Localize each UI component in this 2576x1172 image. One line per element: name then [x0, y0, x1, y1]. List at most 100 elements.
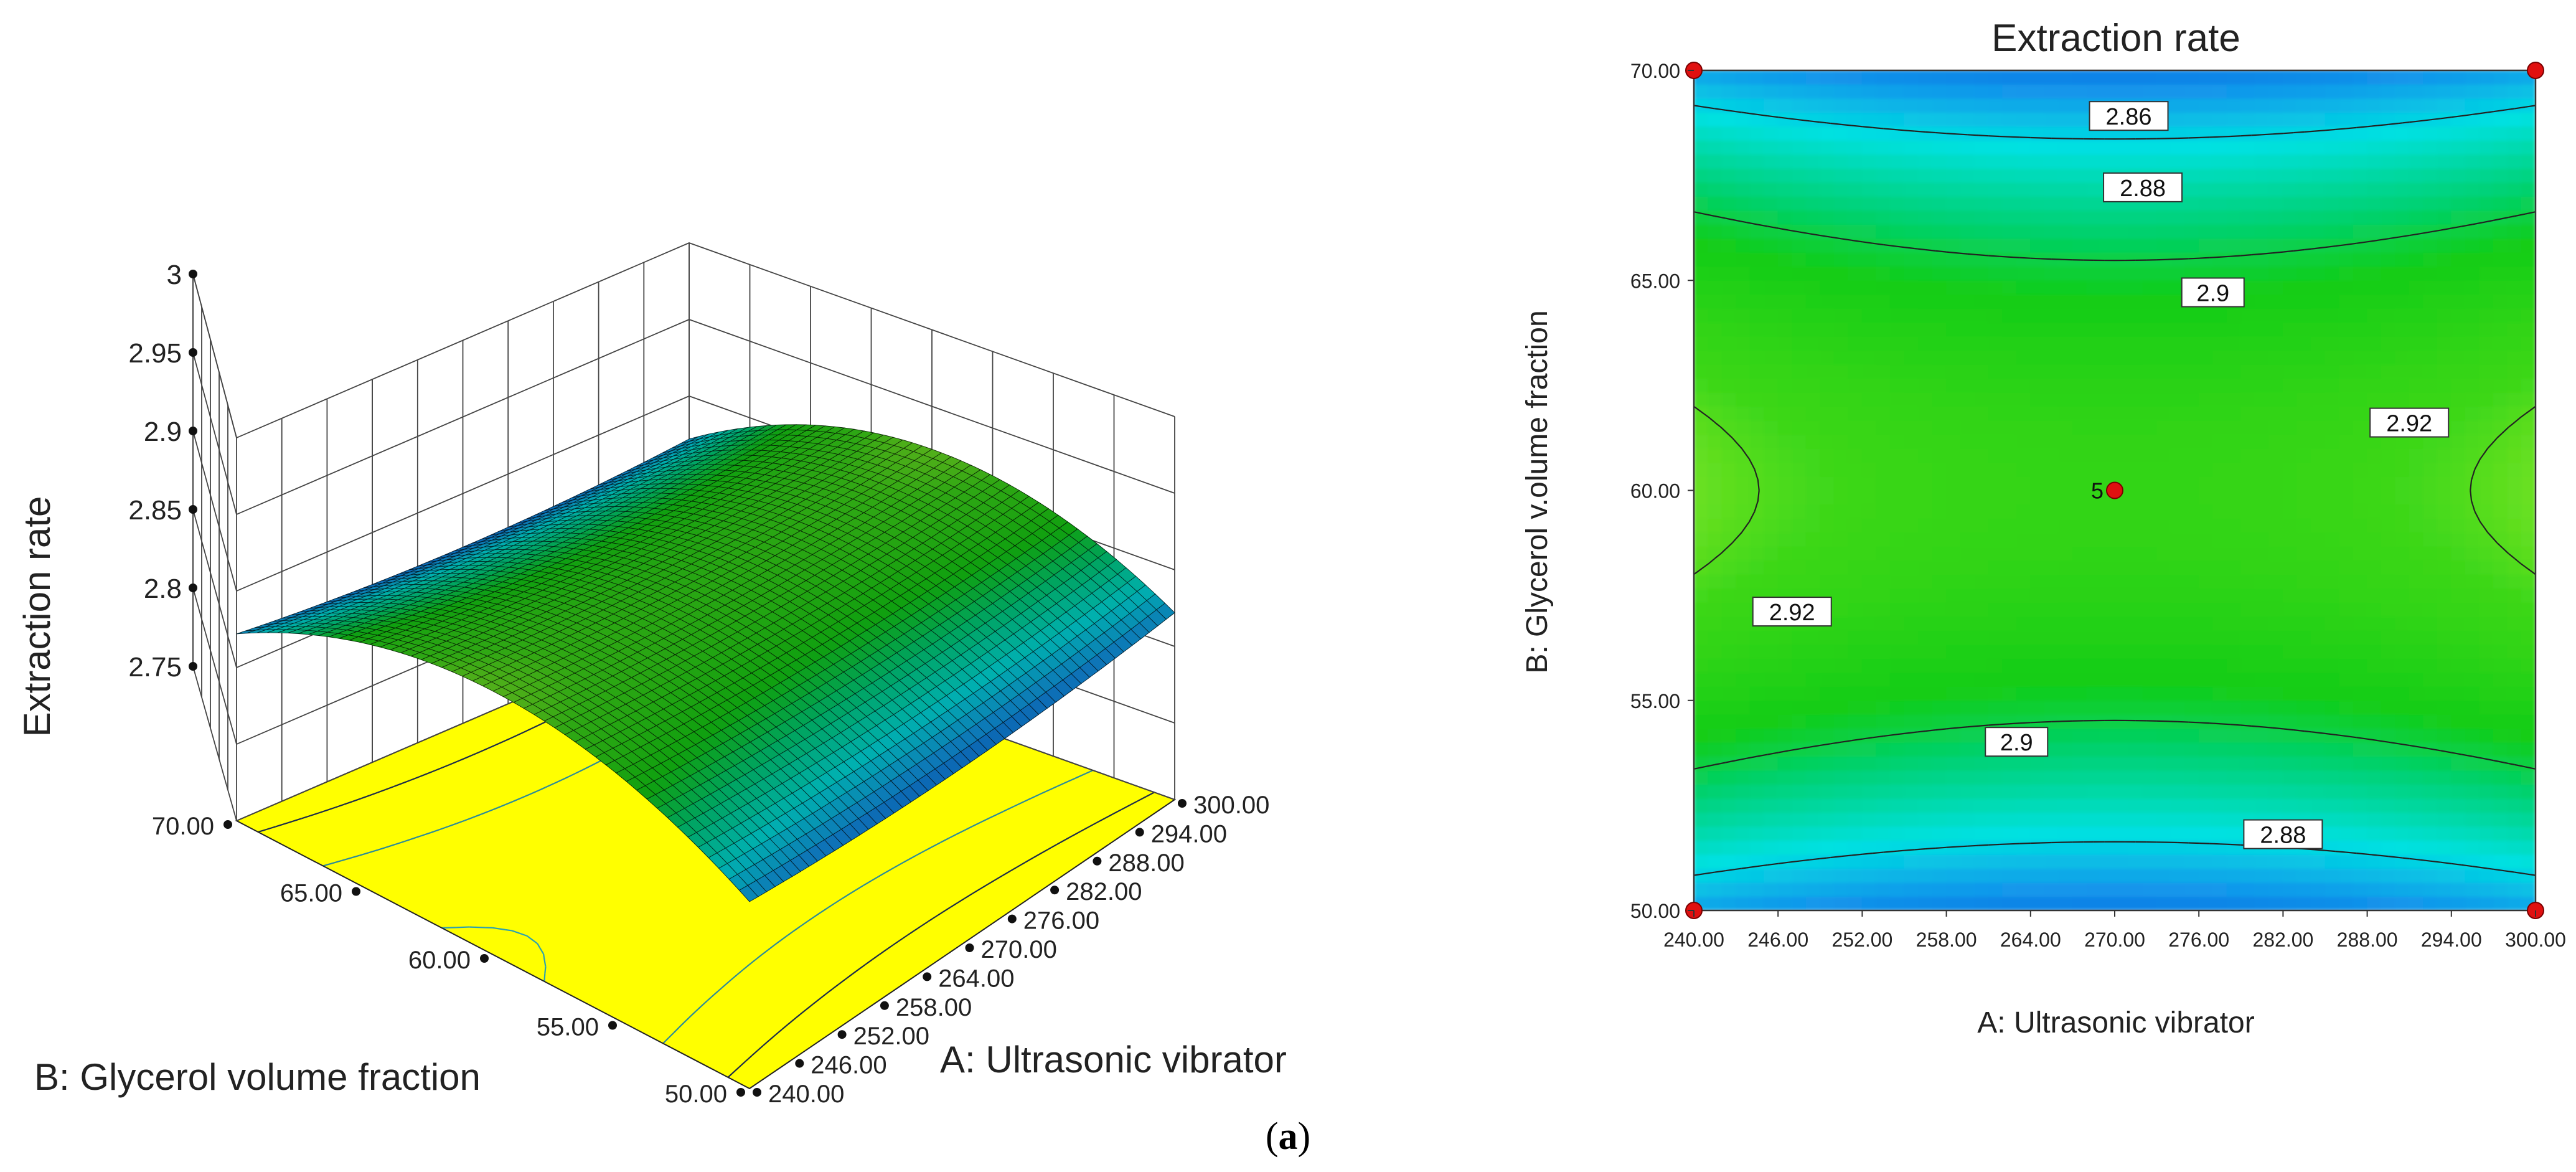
grid-line [192, 587, 237, 745]
contour-fill-cell [2030, 462, 2045, 477]
contour-fill-cell [2058, 490, 2073, 505]
contour-fill-cell [1764, 406, 1779, 421]
contour-fill-cell [1736, 840, 1751, 855]
floor-contour-line [842, 893, 850, 899]
contour-fill-cell [2044, 70, 2059, 85]
floor-contour-line [964, 893, 973, 899]
contour-fill-cell [1820, 294, 1835, 309]
contour-fill-cell [1960, 294, 1975, 309]
contour-fill-cell [1764, 868, 1779, 883]
contour-fill-cell [1736, 308, 1751, 323]
contour-fill-cell [1918, 280, 1933, 295]
floor-contour-line [327, 806, 336, 811]
floor-contour-line [1126, 805, 1130, 808]
floor-contour-line [332, 860, 341, 864]
contour-fill-cell [1820, 139, 1835, 155]
contour-fill-cell [2002, 224, 2017, 239]
contour-fill-cell [2086, 490, 2101, 505]
contour-fill-cell [1736, 364, 1751, 379]
floor-contour-line [906, 930, 915, 937]
contour-fill-cell [1876, 476, 1891, 491]
contour-fill-cell [1876, 224, 1891, 239]
contour-fill-cell [1946, 83, 1961, 99]
contour-fill-cell [2156, 70, 2171, 85]
contour-fill-cell [2044, 238, 2059, 253]
contour-fill-cell [2016, 98, 2031, 113]
contour-fill-cell [1749, 126, 1765, 141]
contour-fill-cell [2170, 686, 2186, 701]
contour-fill-cell [2156, 294, 2171, 309]
contour-fill-cell [2016, 588, 2031, 603]
contour-fill-cell [1777, 868, 1793, 883]
contour-fill-cell [1889, 406, 1905, 421]
contour-fill-cell [1736, 224, 1751, 239]
floor-contour-line [928, 916, 936, 922]
contour-fill-cell [2100, 700, 2115, 715]
contour-fill-cell [1833, 182, 1849, 197]
contour-fill-cell [2044, 420, 2059, 435]
contour-fill-cell [1932, 139, 1947, 155]
contour-fill-cell [1805, 392, 1821, 407]
contour-fill-cell [1904, 798, 1919, 813]
floor-contour-line [492, 927, 505, 930]
contour-fill-cell [2114, 854, 2130, 869]
contour-fill-cell [1749, 168, 1765, 183]
contour-fill-cell [2044, 560, 2059, 575]
floor-contour-line [359, 852, 369, 856]
contour-fill-cell [2016, 602, 2031, 617]
contour-fill-cell [2044, 770, 2059, 785]
contour-fill-cell [2030, 812, 2045, 827]
contour-fill-cell [1974, 364, 1989, 379]
contour-fill-cell [2114, 378, 2130, 393]
contour-fill-cell [1749, 266, 1765, 281]
contour-fill-cell [2142, 139, 2158, 155]
floor-contour-line [1096, 818, 1106, 823]
contour-fill-cell [1721, 182, 1737, 197]
contour-fill-cell [2100, 280, 2115, 295]
contour-fill-cell [1876, 672, 1891, 687]
contour-fill-cell [2030, 644, 2045, 659]
floor-contour-line [812, 998, 820, 1004]
contour-fill-cell [1861, 714, 1877, 729]
contour-fill-cell [1764, 238, 1779, 253]
contour-fill-cell [1848, 476, 1863, 491]
contour-fill-cell [1820, 700, 1835, 715]
contour-fill-cell [2072, 517, 2087, 533]
contour-fill-cell [1848, 364, 1863, 379]
contour-fill-cell [1960, 322, 1975, 337]
floor-contour-line [695, 1005, 702, 1012]
contour-fill-cell [1833, 266, 1849, 281]
contour-fill-cell [2100, 448, 2115, 463]
contour-fill-cell [2114, 714, 2130, 729]
contour-fill-cell [1932, 378, 1947, 393]
contour-fill-cell [1904, 70, 1919, 85]
contour-fill-cell [1736, 252, 1751, 267]
contour-fill-cell [1736, 476, 1751, 491]
contour-fill-cell [2142, 798, 2158, 813]
contour-fill-cell [1721, 840, 1737, 855]
contour-fill-cell [2030, 756, 2045, 771]
contour-fill-cell [2002, 532, 2017, 547]
contour-fill-cell [1876, 448, 1891, 463]
contour-fill-cell [1960, 644, 1975, 659]
contour-fill-cell [1946, 896, 1961, 910]
contour-fill-cell [1820, 280, 1835, 295]
contour-fill-cell [1749, 700, 1765, 715]
contour-fill-cell [1946, 252, 1961, 267]
contour-fill-cell [1918, 756, 1933, 771]
contour-fill-cell [2170, 308, 2186, 323]
floor-contour-line [794, 1013, 801, 1020]
contour-fill-cell [1764, 308, 1779, 323]
contour-fill-cell [1792, 532, 1807, 547]
contour-fill-cell [1694, 588, 1709, 603]
contour-fill-cell [2030, 83, 2045, 99]
contour-fill-cell [1833, 714, 1849, 729]
contour-fill-cell [2170, 812, 2186, 827]
contour-fill-cell [2156, 532, 2171, 547]
contour-fill-cell [1764, 196, 1779, 211]
contour-fill-cell [2142, 490, 2158, 505]
contour-fill-cell [2142, 868, 2158, 883]
contour-fill-cell [2128, 882, 2143, 897]
